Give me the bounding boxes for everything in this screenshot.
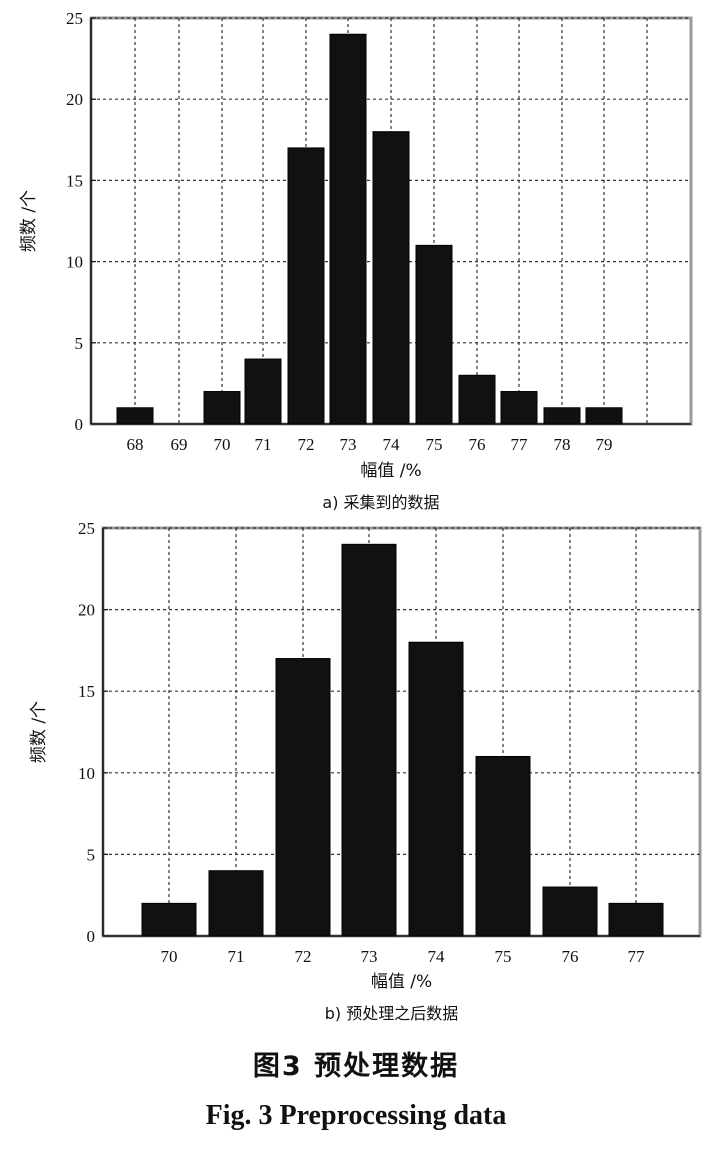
- x-tick-label: 76: [562, 947, 579, 966]
- x-tick-label: 71: [255, 435, 272, 454]
- bar-79: [585, 407, 623, 425]
- y-tick-label: 5: [75, 334, 84, 353]
- x-tick-label: 74: [428, 947, 446, 966]
- x-tick-label: 75: [426, 435, 443, 454]
- x-tick-label: 74: [383, 435, 401, 454]
- x-tick-label: 75: [495, 947, 512, 966]
- y-tick-label: 0: [75, 415, 84, 434]
- bar-72: [275, 658, 331, 937]
- x-tick-label: 70: [161, 947, 178, 966]
- sub-caption: a) 采集到的数据: [322, 493, 439, 512]
- bar-70: [141, 902, 197, 937]
- bar-77: [608, 902, 664, 937]
- plot-area: [101, 526, 702, 938]
- x-tick-label: 78: [554, 435, 571, 454]
- x-tick-label: 69: [171, 435, 188, 454]
- y-tick-label: 0: [87, 927, 96, 946]
- x-axis-label: 幅值 /%: [360, 461, 421, 481]
- bar-75: [415, 244, 453, 425]
- x-tick-label: 70: [214, 435, 231, 454]
- y-tick-label: 25: [78, 519, 95, 538]
- bar-76: [542, 886, 598, 937]
- x-tick-label: 79: [596, 435, 613, 454]
- bar-68: [116, 407, 154, 425]
- y-tick-label: 20: [78, 601, 95, 620]
- x-tick-label: 77: [511, 435, 529, 454]
- x-tick-label: 72: [298, 435, 315, 454]
- y-axis-label: 频数 /个: [29, 701, 49, 763]
- bar-70: [203, 391, 241, 425]
- x-tick-label: 72: [295, 947, 312, 966]
- bar-74: [408, 641, 464, 937]
- x-tick-label: 76: [469, 435, 486, 454]
- x-axis-label: 幅值 /%: [371, 972, 432, 992]
- y-tick-label: 5: [87, 845, 96, 864]
- bar-73: [329, 33, 367, 425]
- bar-78: [543, 407, 581, 425]
- figure-title-chinese: 图3 预处理数据: [252, 1051, 460, 1082]
- bar-74: [372, 131, 410, 425]
- bar-73: [341, 543, 397, 937]
- figure-charts: 0 5 10 15 20 25 68 69 70 71 72 73 74 75 76 77 78 79 幅值 /% 频…: [19, 9, 702, 1023]
- sub-caption: b) 预处理之后数据: [325, 1004, 459, 1023]
- y-tick-label: 15: [66, 171, 83, 190]
- bar-71: [208, 870, 264, 937]
- y-tick-label: 10: [78, 764, 95, 783]
- x-tick-label: 68: [127, 435, 144, 454]
- figure-title-english: Fig. 3 Preprocessing data: [205, 1100, 507, 1131]
- x-tick-label: 73: [361, 947, 378, 966]
- bar-71: [244, 358, 282, 425]
- chart-b: 0 5 10 15 20 25 70 71 72 73 74 75 76 77 幅值 /% 频数 /个 b) 预…: [29, 519, 702, 1023]
- x-tick-label: 77: [628, 947, 646, 966]
- bar-76: [458, 374, 496, 425]
- bar-75: [475, 755, 531, 937]
- y-tick-label: 15: [78, 682, 95, 701]
- bar-72: [287, 147, 325, 425]
- y-tick-label: 20: [66, 90, 83, 109]
- y-tick-label: 25: [66, 9, 83, 28]
- y-tick-label: 10: [66, 253, 83, 272]
- y-axis-label: 频数 /个: [19, 190, 39, 252]
- chart-a: 0 5 10 15 20 25 68 69 70 71 72 73 74 75 76 77 78 79 幅值 /% 频…: [19, 9, 693, 512]
- x-tick-label: 73: [340, 435, 357, 454]
- x-tick-label: 71: [228, 947, 245, 966]
- bar-77: [500, 391, 538, 425]
